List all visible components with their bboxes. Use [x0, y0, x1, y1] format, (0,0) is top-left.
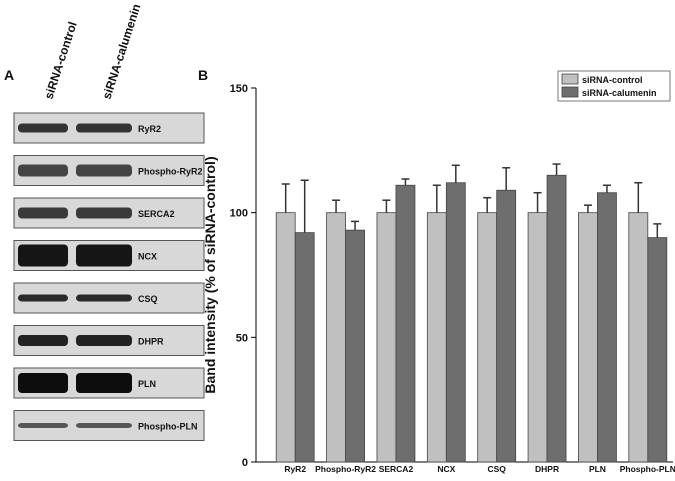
band-label: Phospho-RyR2 [138, 167, 203, 177]
blot-band [18, 294, 68, 302]
blot-band [18, 373, 68, 393]
bar [496, 189, 517, 463]
blot-band [18, 207, 68, 219]
x-tick-label: SERCA2 [379, 464, 414, 474]
band-label: RyR2 [138, 124, 161, 134]
blot-band [76, 294, 132, 302]
lane-label: siRNA-calumenin [100, 2, 144, 101]
y-tick-label: 150 [230, 83, 248, 95]
band-label: CSQ [138, 294, 158, 304]
bar [445, 182, 466, 463]
bar [345, 229, 365, 463]
bar [326, 212, 346, 463]
legend-swatch [561, 73, 579, 85]
panel-label: B [198, 67, 208, 83]
bar [395, 184, 416, 463]
lane-label: siRNA-control [42, 20, 80, 101]
band-label: DHPR [138, 337, 164, 347]
blot-band [76, 335, 132, 346]
bar [527, 212, 548, 463]
band-label: PLN [138, 379, 156, 389]
blot-band [18, 164, 68, 177]
bar [647, 237, 668, 463]
blot-band [18, 123, 68, 133]
x-tick-label: RyR2 [284, 464, 306, 474]
x-tick-label: NCX [437, 464, 455, 474]
band-label: SERCA2 [138, 209, 175, 219]
blot-band [76, 164, 132, 177]
blot-band [76, 123, 132, 133]
bar [477, 212, 498, 463]
blot-band [18, 244, 68, 267]
blot-band [76, 244, 132, 267]
bar [546, 174, 567, 463]
x-tick-label: Phospho-RyR2 [315, 464, 376, 474]
bar [578, 212, 598, 463]
x-tick-label: CSQ [487, 464, 506, 474]
panel-label: A [4, 67, 14, 83]
legend-swatch [561, 86, 579, 98]
blot-band [76, 423, 132, 428]
blot-band [18, 423, 68, 428]
legend-label: siRNA-control [582, 75, 643, 85]
y-axis-label: Band intensity (% of siRNA-control) [202, 156, 218, 393]
bar [597, 192, 617, 463]
bar [628, 212, 649, 463]
legend-label: siRNA-calumenin [582, 88, 657, 98]
bar [275, 212, 296, 463]
blot-band [18, 335, 68, 346]
y-tick-label: 100 [230, 208, 248, 220]
band-label: Phospho-PLN [138, 422, 198, 432]
x-tick-label: PLN [589, 464, 606, 474]
bar [294, 232, 315, 463]
x-tick-label: Phospho-PLN [620, 464, 675, 474]
bar [426, 212, 447, 463]
y-tick-label: 0 [242, 457, 248, 469]
blot-band [76, 373, 132, 393]
blot-band [76, 207, 132, 219]
x-tick-label: DHPR [535, 464, 559, 474]
y-tick-label: 50 [236, 332, 248, 344]
band-label: NCX [138, 252, 157, 262]
bar [376, 212, 397, 463]
